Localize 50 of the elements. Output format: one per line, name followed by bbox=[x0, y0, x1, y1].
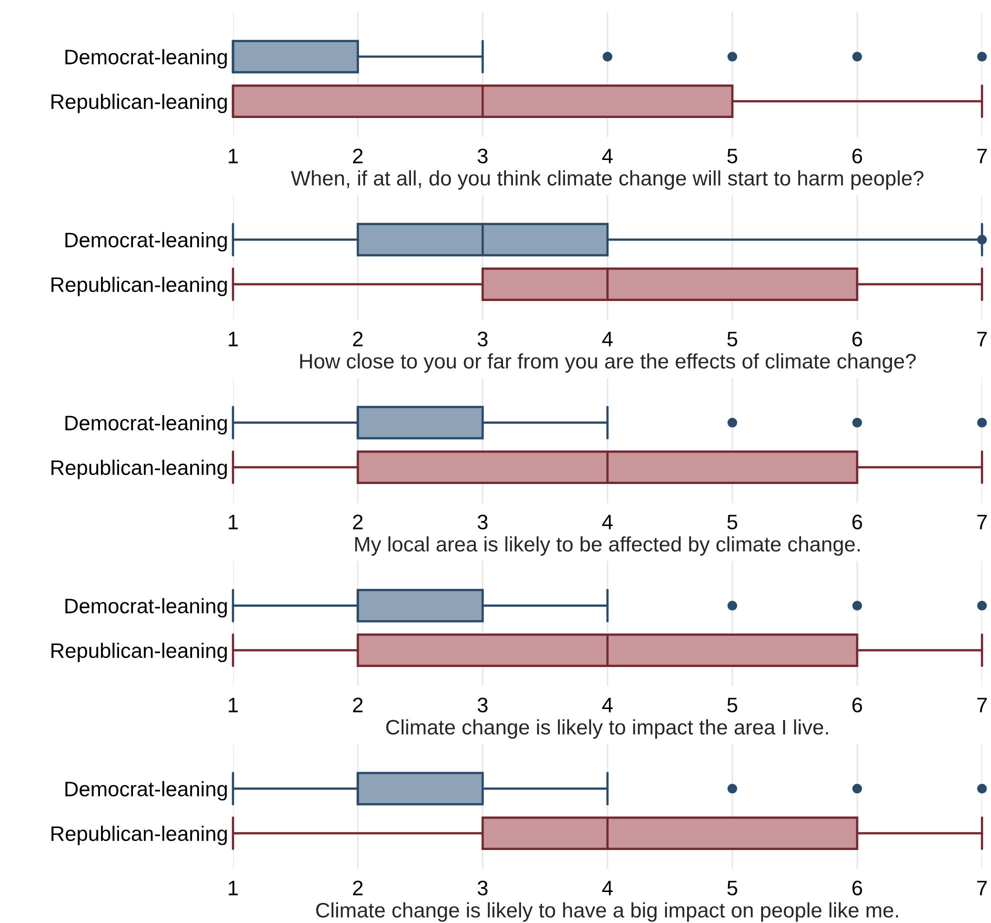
y-tick-label: Democrat-leaning bbox=[65, 232, 227, 252]
x-tick-label: 1 bbox=[228, 698, 238, 712]
x-tick-label: 1 bbox=[228, 332, 238, 346]
y-tick-label: Republican-leaning bbox=[51, 826, 227, 846]
x-tick-label: 1 bbox=[228, 148, 238, 164]
x-tick-label: 4 bbox=[602, 698, 613, 712]
x-tick-label: 4 bbox=[602, 148, 613, 164]
x-tick-label: 3 bbox=[478, 514, 488, 530]
x-tick-label: 4 bbox=[602, 332, 613, 346]
x-tick-label: 7 bbox=[977, 880, 987, 896]
x-axis-title: When, if at all, do you think climate change will start to harm people? bbox=[290, 170, 924, 190]
x-tick-label: 5 bbox=[727, 698, 738, 712]
x-tick-label: 2 bbox=[353, 332, 363, 346]
y-tick-label: Democrat-leaning bbox=[65, 49, 227, 69]
x-tick-label: 6 bbox=[852, 148, 862, 164]
x-axis-title: Climate change is likely to impact the area I live. bbox=[386, 719, 828, 739]
y-tick-label: Republican-leaning bbox=[51, 94, 227, 114]
y-tick-label: Republican-leaning bbox=[51, 460, 227, 480]
x-axis-title: Climate change is likely to have a big impact on people like me. bbox=[316, 902, 898, 922]
x-tick-label: 6 bbox=[852, 332, 862, 346]
x-tick-label: 2 bbox=[353, 514, 363, 530]
y-tick-label: Democrat-leaning bbox=[65, 781, 227, 801]
x-tick-label: 2 bbox=[353, 880, 363, 896]
x-tick-label: 7 bbox=[977, 148, 987, 164]
x-axis-title: How close to you or far from you are the effects of climate change? bbox=[300, 353, 916, 373]
x-tick-label: 6 bbox=[852, 514, 862, 530]
y-tick-label: Republican-leaning bbox=[51, 642, 227, 662]
y-tick-label: Democrat-leaning bbox=[65, 598, 227, 618]
x-tick-label: 4 bbox=[602, 880, 613, 896]
x-tick-label: 2 bbox=[353, 698, 363, 712]
x-tick-label: 7 bbox=[977, 332, 987, 346]
x-tick-label: 5 bbox=[727, 880, 738, 896]
x-tick-label: 5 bbox=[727, 148, 738, 164]
x-tick-label: 2 bbox=[353, 148, 363, 164]
x-tick-label: 5 bbox=[727, 332, 738, 346]
x-tick-label: 7 bbox=[977, 698, 987, 712]
x-axis-title: My local area is likely to be affected by climate change. bbox=[355, 536, 860, 556]
y-tick-label: Republican-leaning bbox=[51, 276, 227, 296]
x-tick-label: 3 bbox=[478, 880, 488, 896]
x-tick-label: 3 bbox=[478, 698, 488, 712]
y-tick-label: Democrat-leaning bbox=[65, 415, 227, 435]
x-tick-label: 6 bbox=[852, 880, 862, 896]
x-tick-label: 5 bbox=[727, 514, 738, 530]
x-tick-label: 3 bbox=[478, 148, 488, 164]
x-tick-label: 7 bbox=[977, 514, 987, 530]
x-tick-label: 3 bbox=[478, 332, 488, 346]
x-tick-label: 1 bbox=[228, 880, 238, 896]
x-tick-label: 1 bbox=[228, 514, 238, 530]
x-tick-label: 6 bbox=[852, 698, 862, 712]
x-tick-label: 4 bbox=[602, 514, 613, 530]
